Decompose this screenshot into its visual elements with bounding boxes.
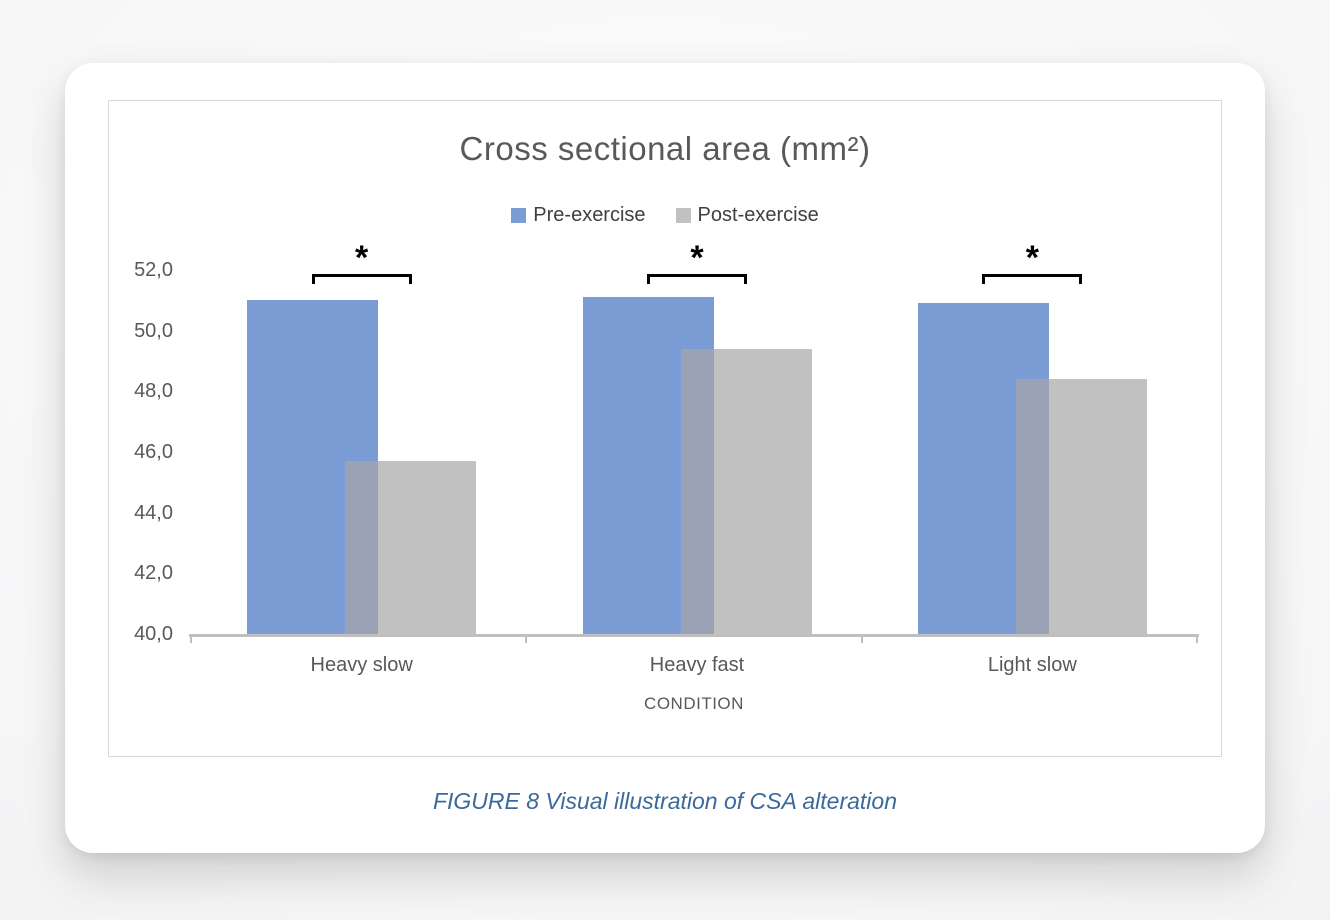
bar-post-exercise [680, 348, 812, 634]
x-axis-line [189, 634, 1199, 637]
x-tick-label: Heavy fast [649, 654, 745, 676]
significance-asterisk: * [690, 239, 704, 277]
y-tick-label: 46,0 [134, 441, 173, 463]
plot-area: Heavy slow Heavy fast Light slow * * * [191, 241, 1197, 676]
y-tick-label: 50,0 [134, 319, 173, 342]
bracket-end-right-tick [1079, 274, 1083, 284]
y-tick-label: 40,0 [134, 623, 173, 645]
x-axis-tick [190, 634, 192, 643]
x-axis-tick [1196, 634, 1198, 643]
x-tick-label: Heavy slow [310, 654, 413, 676]
significance-bracket [647, 274, 747, 284]
figure-card: Cross sectional area (mm²) Pre-exercise … [65, 63, 1265, 853]
legend-label-post-exercise: Post-exercise [697, 204, 819, 226]
bar-post-exercise [345, 461, 477, 634]
bracket-end-right-tick [744, 274, 747, 284]
y-tick-label: 44,0 [134, 501, 173, 524]
chart-frame: Cross sectional area (mm²) Pre-exercise … [108, 100, 1222, 757]
bracket-end-left-tick [647, 274, 650, 284]
significance-bracket [311, 274, 412, 284]
x-axis-tick [525, 634, 528, 643]
bracket-end-right-tick [408, 274, 412, 284]
significance-asterisk: * [355, 239, 369, 277]
bracket-end-left-tick [982, 274, 986, 284]
x-tick-label: Light slow [987, 654, 1077, 676]
bracket-end-left-tick [311, 274, 315, 284]
figure-caption: FIGURE 8 Visual illustration of CSA alte… [432, 788, 898, 814]
legend-swatch-post-exercise-icon [675, 208, 691, 223]
x-axis-title: CONDITION [644, 694, 744, 713]
y-tick-label: 42,0 [134, 562, 173, 585]
legend-item-pre-exercise: Pre-exercise [511, 204, 646, 227]
chart-legend: Pre-exercise Post-exercise [109, 204, 1221, 227]
y-tick-label: 52,0 [134, 259, 173, 281]
significance-bracket [982, 274, 1083, 284]
y-tick-label: 48,0 [134, 380, 173, 403]
bar-post-exercise [1015, 379, 1147, 634]
legend-item-post-exercise: Post-exercise [675, 204, 819, 227]
x-axis-tick [860, 634, 863, 643]
chart-title: Cross sectional area (mm²) [459, 130, 871, 167]
significance-asterisk: * [1025, 239, 1039, 277]
legend-swatch-pre-exercise-icon [511, 208, 527, 223]
legend-label-pre-exercise: Pre-exercise [533, 204, 646, 226]
